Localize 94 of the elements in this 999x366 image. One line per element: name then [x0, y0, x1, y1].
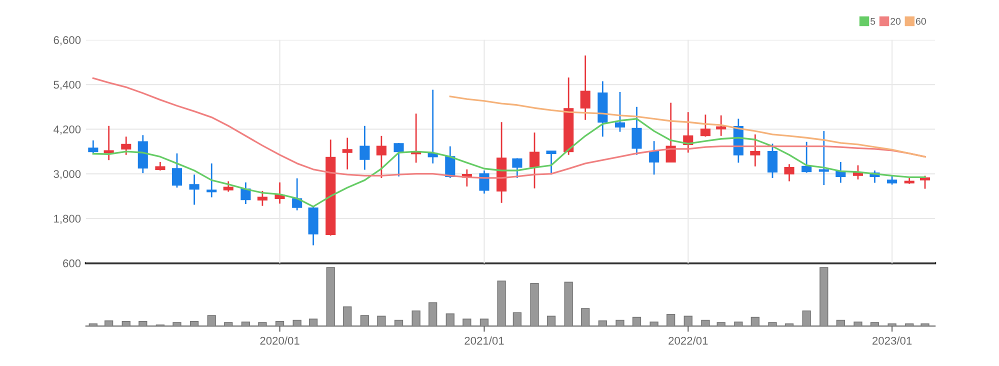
candlestick — [479, 170, 490, 194]
bar — [428, 302, 438, 326]
candlestick — [223, 180, 234, 192]
bar — [546, 316, 556, 326]
bar — [716, 322, 726, 326]
bar — [564, 282, 573, 326]
candlestick — [121, 136, 132, 156]
bar — [802, 310, 811, 326]
candlestick — [104, 125, 114, 161]
bar — [224, 322, 233, 326]
candlestick — [750, 134, 760, 168]
legend-label: 5 — [870, 18, 876, 25]
candlestick — [802, 141, 812, 174]
bar — [598, 320, 607, 326]
x-tick-label: 2020/01 — [260, 336, 300, 345]
bar — [394, 320, 404, 326]
bar — [768, 322, 777, 326]
bar — [854, 322, 862, 326]
bar — [530, 282, 539, 326]
legend-label: 60 — [916, 18, 926, 25]
bar — [784, 323, 794, 326]
y-tick-label: 4,200 — [54, 125, 81, 135]
bar — [734, 322, 743, 326]
candlestick — [189, 174, 200, 206]
candlestick — [376, 135, 386, 179]
y-tick-label: 3,000 — [54, 170, 81, 180]
bar — [377, 316, 386, 326]
candlestick — [700, 114, 710, 138]
x-tick-label: 2023/01 — [872, 336, 912, 345]
bar — [258, 322, 267, 326]
bar — [88, 323, 98, 326]
bar — [360, 315, 370, 326]
bar — [462, 318, 472, 326]
candlestick — [649, 140, 660, 176]
y-tick-label: 6,600 — [54, 36, 81, 46]
candlestick — [240, 182, 251, 205]
bar — [888, 323, 896, 326]
bar — [122, 321, 130, 326]
line-series — [449, 96, 926, 158]
candlestick — [342, 137, 352, 170]
candlestick — [257, 190, 268, 207]
bar — [104, 320, 114, 326]
candlestick — [360, 125, 370, 170]
legend-label: 20 — [890, 18, 901, 25]
bar — [497, 280, 506, 326]
bar — [820, 267, 828, 326]
bar — [190, 321, 199, 326]
y-tick-label: 600 — [63, 259, 81, 268]
bar — [870, 322, 880, 326]
candlestick — [546, 150, 556, 176]
bar — [616, 320, 624, 326]
bar — [292, 320, 302, 326]
bar — [412, 310, 420, 326]
candlestick — [767, 143, 778, 179]
bar — [581, 308, 590, 326]
bar — [684, 316, 692, 326]
bar — [275, 321, 284, 326]
bar — [632, 316, 642, 326]
bar — [650, 322, 658, 326]
candlestick — [716, 114, 726, 137]
bar — [920, 323, 930, 326]
bar — [138, 321, 148, 326]
bar — [446, 313, 454, 326]
candlestick — [292, 178, 302, 212]
candlestick — [512, 158, 522, 179]
candlestick — [88, 140, 98, 154]
candlestick — [580, 54, 590, 121]
bar — [308, 318, 318, 326]
x-tick-label: 2022/01 — [668, 336, 708, 345]
candlestick — [818, 130, 829, 186]
y-tick-label: 1,800 — [54, 214, 81, 224]
candlestick — [614, 91, 626, 132]
y-tick-label: 5,400 — [54, 80, 81, 90]
candlestick — [632, 106, 642, 156]
bar — [172, 322, 182, 326]
bar — [241, 322, 250, 326]
bar — [207, 315, 216, 326]
bar — [480, 318, 489, 326]
candlestick — [206, 162, 217, 198]
bar — [343, 306, 352, 326]
candlestick — [529, 132, 540, 190]
bar — [836, 320, 845, 326]
bar — [512, 312, 522, 326]
candlestick — [920, 175, 930, 190]
x-tick-label: 2021/01 — [464, 336, 504, 345]
bar — [666, 314, 676, 326]
candlestick — [784, 163, 794, 182]
candlestick — [172, 152, 182, 188]
candlestick — [852, 164, 863, 180]
candlestick — [394, 142, 404, 178]
bar — [905, 323, 914, 326]
bar — [326, 267, 335, 326]
bar — [701, 320, 710, 326]
bar — [750, 316, 760, 326]
